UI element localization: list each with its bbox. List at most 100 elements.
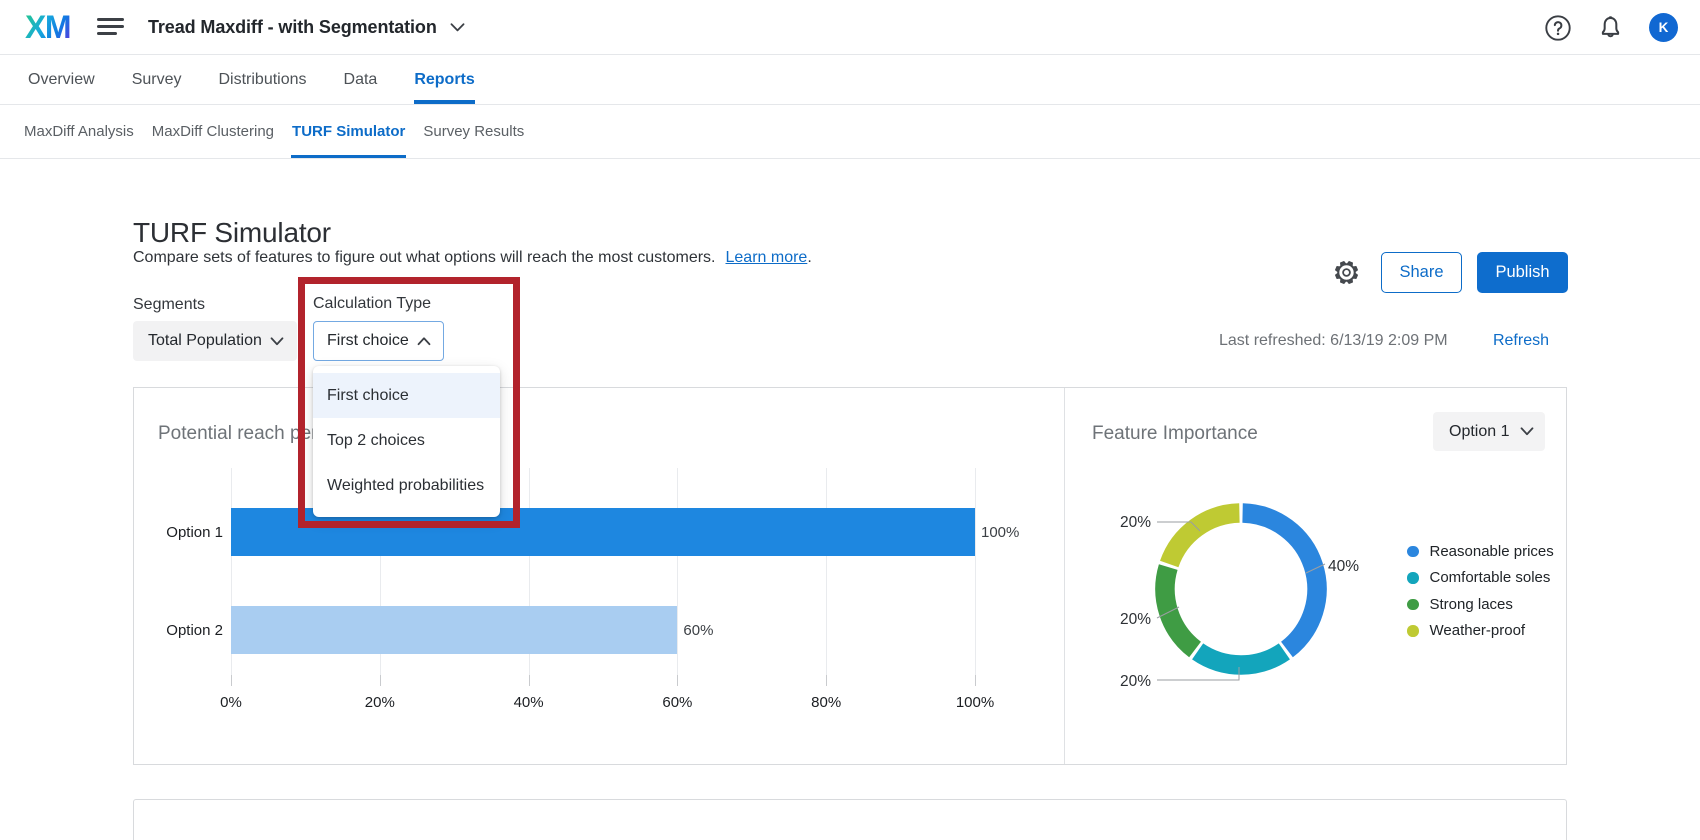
donut-slice-label: 40% (1328, 558, 1359, 575)
refresh-row: Last refreshed: 6/13/19 2:09 PM Refresh (1219, 332, 1567, 350)
legend-label: Strong laces (1429, 595, 1513, 613)
tick-mark (677, 675, 679, 686)
xm-logo: XM (25, 9, 72, 45)
donut-label-leader-line (1305, 563, 1326, 574)
bar-value-label: 60% (683, 622, 714, 639)
tab-survey[interactable]: Survey (131, 70, 182, 88)
x-tick-label: 60% (662, 694, 693, 711)
subtab-survey-results[interactable]: Survey Results (423, 123, 525, 140)
project-title-dropdown[interactable]: Tread Maxdiff - with Segmentation (148, 0, 465, 55)
bar-option-2 (231, 606, 678, 654)
donut-label-leader-line (1157, 667, 1240, 681)
refresh-link[interactable]: Refresh (1492, 332, 1549, 349)
donut-label-leader-line (1156, 606, 1180, 619)
x-tick-label: 20% (364, 694, 395, 711)
legend-dot (1407, 545, 1419, 557)
legend-item: Reasonable prices (1407, 538, 1554, 565)
project-title: Tread Maxdiff - with Segmentation (148, 17, 437, 37)
donut-chart-title: Feature Importance (1092, 423, 1258, 444)
menu-option-weighted-probabilities[interactable]: Weighted probabilities (327, 476, 485, 494)
tick-mark (379, 675, 381, 686)
topbar-actions: K (1544, 0, 1678, 55)
publish-button[interactable]: Publish (1477, 252, 1568, 293)
gridline (826, 468, 828, 675)
legend-label: Comfortable soles (1429, 569, 1551, 587)
avatar[interactable]: K (1649, 13, 1678, 42)
legend-label: Weather-proof (1429, 622, 1526, 640)
page-description: Compare sets of features to figure out w… (133, 249, 812, 267)
gridline (677, 468, 679, 675)
tick-mark (231, 675, 232, 686)
x-tick-label: 40% (513, 694, 544, 711)
menu-option-first-choice[interactable]: First choice (313, 373, 500, 418)
panel-divider (1064, 388, 1065, 764)
learn-more-link[interactable]: Learn more (725, 249, 808, 266)
primary-nav: Overview Survey Distributions Data Reports (0, 55, 1700, 105)
feature-importance-option-value: Option 1 (1449, 422, 1510, 440)
tab-reports[interactable]: Reports (414, 55, 476, 104)
legend-dot (1407, 598, 1419, 610)
subtab-maxdiff-analysis[interactable]: MaxDiff Analysis (24, 123, 134, 140)
page-title: TURF Simulator (133, 217, 331, 248)
bottom-panel (133, 799, 1567, 840)
share-button[interactable]: Share (1381, 252, 1462, 293)
reports-subnav: MaxDiff Analysis MaxDiff Clustering TURF S… (0, 105, 1700, 159)
settings-gear-icon[interactable] (1334, 260, 1359, 285)
tab-data[interactable]: Data (343, 70, 378, 88)
learn-more-suffix: . (807, 249, 812, 266)
chevron-down-icon (1520, 427, 1534, 436)
last-refreshed-text: Last refreshed: 6/13/19 2:09 PM (1219, 332, 1448, 349)
top-bar: XM Tread Maxdiff - with Segmentation K (0, 0, 1700, 55)
tick-mark (528, 675, 530, 686)
donut-segment-weather-proof (1160, 503, 1240, 568)
calculation-type-menu: First choice Top 2 choices Weighted probab… (313, 366, 500, 517)
donut-label-leader-line (1157, 521, 1201, 532)
segments-value: Total Population (148, 332, 262, 349)
subtab-turf-simulator[interactable]: TURF Simulator (291, 105, 407, 158)
donut-segment-comfortable-soles (1192, 643, 1290, 675)
notifications-bell-icon[interactable] (1597, 14, 1624, 42)
gridline (528, 468, 530, 675)
donut-slice-label: 20% (1120, 611, 1151, 628)
bar-category-label: Option 2 (166, 622, 223, 639)
chevron-down-icon (450, 23, 465, 32)
donut-chart: 40% 20% 20% 20% (1120, 503, 1359, 690)
tick-mark (975, 675, 976, 686)
gridline (975, 468, 976, 675)
x-tick-label: 100% (955, 694, 995, 711)
legend-label: Reasonable prices (1429, 542, 1554, 560)
donut-segment-reasonable-prices (1242, 503, 1327, 658)
donut-slice-label: 20% (1120, 514, 1151, 531)
legend-item: Strong laces (1407, 591, 1554, 618)
x-tick-label: 80% (811, 694, 842, 711)
feature-importance-option-dropdown[interactable]: Option 1 (1433, 412, 1545, 451)
tab-distributions[interactable]: Distributions (218, 70, 307, 88)
legend-item: Comfortable soles (1407, 565, 1554, 592)
bar-chart-title: Potential reach per (158, 423, 318, 444)
tab-overview[interactable]: Overview (28, 70, 95, 88)
calculation-type-label: Calculation Type (313, 295, 431, 312)
bar-chart: 0% 20% 40% 60% 80% 100% Option 1 100% Option 2 60… (134, 388, 1065, 766)
calculation-type-dropdown[interactable]: First choice (313, 321, 444, 361)
tick-mark (826, 675, 828, 686)
legend-item: Weather-proof (1407, 618, 1554, 645)
donut-slice-label: 20% (1120, 673, 1151, 690)
subtab-maxdiff-clustering[interactable]: MaxDiff Clustering (151, 123, 275, 140)
segments-label: Segments (133, 296, 206, 313)
donut-legend: Reasonable prices Comfortable soles Strong… (1407, 538, 1554, 644)
calculation-type-value: First choice (327, 332, 409, 349)
donut-segment-strong-laces (1155, 564, 1202, 658)
charts-panel: Potential reach per 0% 20% 40% 60% 80% 100% Op… (133, 387, 1567, 765)
bar-value-label: 100% (981, 524, 1020, 541)
page-description-text: Compare sets of features to figure out w… (133, 249, 716, 266)
bar-category-label: Option 1 (166, 524, 223, 541)
menu-option-top-2-choices[interactable]: Top 2 choices (327, 431, 425, 449)
x-tick-label: 0% (220, 694, 242, 711)
legend-dot (1407, 572, 1419, 584)
hamburger-menu-icon[interactable] (97, 18, 124, 37)
gridline (379, 468, 381, 675)
segments-dropdown[interactable]: Total Population (133, 321, 297, 361)
help-icon[interactable] (1544, 14, 1572, 42)
chevron-down-icon (270, 336, 284, 345)
gridline (231, 468, 232, 675)
